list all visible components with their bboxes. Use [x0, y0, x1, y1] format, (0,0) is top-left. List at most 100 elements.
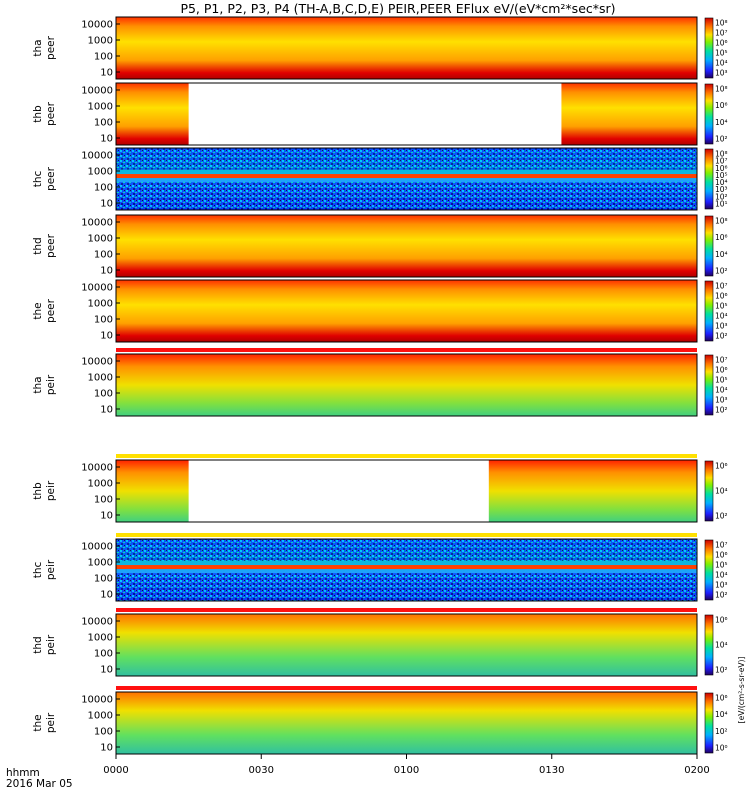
panel-the_peer-ytick-label: 100: [94, 315, 113, 326]
panel-the_peer-colorbar-tick: 10²: [715, 332, 728, 341]
panel-thb_peir-colorbar-tick: 10⁶: [715, 462, 728, 471]
panel-tha_peer-colorbar-tick: 10⁴: [715, 59, 728, 68]
panel-thd_peer-colorbar-tick: 10²: [715, 267, 728, 276]
panel-tha_peir-ytick-label: 10000: [81, 357, 113, 368]
x-axis-tick-label: 0200: [684, 765, 709, 776]
panel-the_peer-colorbar-tick: 10⁶: [715, 292, 728, 301]
panel-thc_peir-instrument-label: peir: [45, 559, 57, 580]
panel-thc_peir-colorbar-tick: 10⁵: [715, 561, 728, 570]
panel-thd_peir-spectrum: [116, 614, 697, 676]
panel-thc_peer-colorbar-tick: 10⁶: [715, 164, 728, 173]
panel-thb_peir-frame: [115, 459, 698, 523]
panel-tha_peer-instrument-label: peer: [45, 35, 57, 60]
panel-thd_peir-ytick-label: 10000: [81, 617, 113, 628]
panel-thb_peer-frame: [115, 82, 698, 146]
panel-tha_peer-colorbar-tick: 10⁸: [715, 19, 728, 28]
panel-the_peir-colorbar-tick: 10⁴: [715, 710, 728, 719]
panel-thc_peer-colorbar-tick: 10⁵: [715, 171, 728, 180]
panel-thb_peer-ytick-label: 10: [100, 134, 113, 145]
status-bar: [116, 686, 697, 690]
panel-thc_peir-frame: [115, 538, 698, 602]
panel-the_peir-colorbar-tick: 10⁶: [715, 694, 728, 703]
panel-thd_peir-ytick-label: 1000: [88, 633, 113, 644]
x-axis-tick-label: 0100: [394, 765, 419, 776]
panel-thc_peir-flux-band: [116, 565, 697, 570]
panel-thc_peir-colorbar-tick: 10⁴: [715, 571, 728, 580]
panel-the_peer-frame: [115, 279, 698, 343]
panel-tha_peir-probe-label: tha: [32, 376, 44, 393]
panel-tha_peir-colorbar-tick: 10⁵: [715, 376, 728, 385]
panel-thb_peir-colorbar-tick: 10⁴: [715, 487, 728, 496]
panel-tha_peer-colorbar-tick: 10³: [715, 69, 728, 78]
panel-thb_peir-instrument-label: peir: [45, 480, 57, 501]
panel-thc_peer-noise-lower: [116, 182, 697, 210]
panel-thc_peer-instrument-label: peer: [45, 166, 57, 191]
panel-the_peer-ytick-label: 10000: [81, 283, 113, 294]
panel-the_peer-colorbar-tick: 10³: [715, 322, 728, 331]
panel-thd_peir-instrument-label: peir: [45, 634, 57, 655]
panel-thb_peer-colorbar-tick: 10²: [715, 135, 728, 144]
panel-tha_peir-colorbar-tick: 10³: [715, 396, 728, 405]
panel-thd_peer-probe-label: thd: [32, 237, 44, 254]
panel-thb_peer-colorbar: [704, 83, 714, 145]
panel-thd_peir-colorbar-tick: 10²: [715, 666, 728, 675]
panel-the_peir-instrument-label: peir: [45, 712, 57, 733]
status-bar: [116, 348, 697, 352]
panel-thc_peir-colorbar-tick: 10⁷: [715, 541, 728, 550]
panel-thc_peer-colorbar-tick: 10²: [715, 192, 728, 201]
panel-thb_peir-ytick-label: 100: [94, 495, 113, 506]
panel-thc_peer-noise-upper: [116, 148, 697, 170]
panel-thb_peer-colorbar-tick: 10⁸: [715, 85, 728, 94]
panel-tha_peer-colorbar-tick: 10⁵: [715, 49, 728, 58]
panel-the_peer-probe-label: the: [32, 302, 44, 319]
panel-thc_peer-colorbar-tick: 10⁷: [715, 157, 728, 166]
panel-the_peir: the peir 10000 1000 100 10 10⁶ 10⁴ 10² 10⁰: [32, 691, 728, 755]
panel-thb_peer-colorbar-tick: 10⁶: [715, 101, 728, 110]
panel-thc_peer-colorbar-tick: 10⁸: [715, 150, 728, 159]
status-bar: [116, 454, 697, 458]
panel-tha_peer-spectrum: [116, 17, 697, 79]
panel-the_peer-colorbar-tick: 10⁵: [715, 302, 728, 311]
panel-tha_peir-ytick-label: 100: [94, 389, 113, 400]
panel-thd_peer-ytick-label: 10000: [81, 218, 113, 229]
panel-thd_peer-colorbar-tick: 10⁸: [715, 217, 728, 226]
panel-tha_peir-instrument-label: peir: [45, 374, 57, 395]
panel-thd_peer-colorbar: [704, 215, 714, 277]
panel-thb_peer-ytick-label: 10000: [81, 86, 113, 97]
panel-thb_peir-colorbar: [704, 460, 714, 522]
panel-tha_peer-colorbar: [704, 17, 714, 79]
panel-tha_peir-colorbar-tick: 10²: [715, 406, 728, 415]
panel-thb_peir-ytick-label: 1000: [88, 479, 113, 490]
panel-thd_peer-spectrum: [116, 215, 697, 277]
panel-thb_peir-ytick-label: 10000: [81, 463, 113, 474]
panel-thc_peer-ytick-label: 10: [100, 199, 113, 210]
panel-tha_peir-colorbar-tick: 10⁷: [715, 356, 728, 365]
panel-thc_peir-colorbar-tick: 10²: [715, 591, 728, 600]
panel-tha_peir-colorbar-tick: 10⁶: [715, 366, 728, 375]
panel-thb_peer-colorbar-tick: 10⁴: [715, 118, 728, 127]
panel-tha_peir-colorbar-tick: 10⁴: [715, 386, 728, 395]
panel-thd_peir-colorbar-tick: 10⁴: [715, 641, 728, 650]
panel-the_peer-spectrum: [116, 280, 697, 342]
panel-tha_peer-ytick-label: 1000: [88, 36, 113, 47]
panel-thd_peir-ytick-label: 10: [100, 665, 113, 676]
panel-the_peer-instrument-label: peer: [45, 298, 57, 323]
panel-thc_peer-probe-label: thc: [32, 171, 44, 188]
x-axis-tick-label: 0030: [249, 765, 274, 776]
panel-tha_peir-spectrum: [116, 354, 697, 416]
panel-thc_peer-flux-band: [116, 174, 697, 179]
panel-thb_peer-instrument-label: peer: [45, 101, 57, 126]
panel-thd_peer-ytick-label: 100: [94, 250, 113, 261]
figure-title: P5, P1, P2, P3, P4 (TH-A,B,C,D,E) PEIR,P…: [180, 1, 615, 16]
panel-thd_peer-ytick-label: 10: [100, 266, 113, 277]
x-axis-corner-label-date: 2016 Mar 05: [6, 778, 73, 790]
panel-the_peir-ytick-label: 100: [94, 727, 113, 738]
panel-thb_peir-probe-label: thb: [32, 482, 44, 500]
panel-tha_peer-ytick-label: 10000: [81, 20, 113, 31]
panel-tha_peer-frame: [115, 16, 698, 80]
